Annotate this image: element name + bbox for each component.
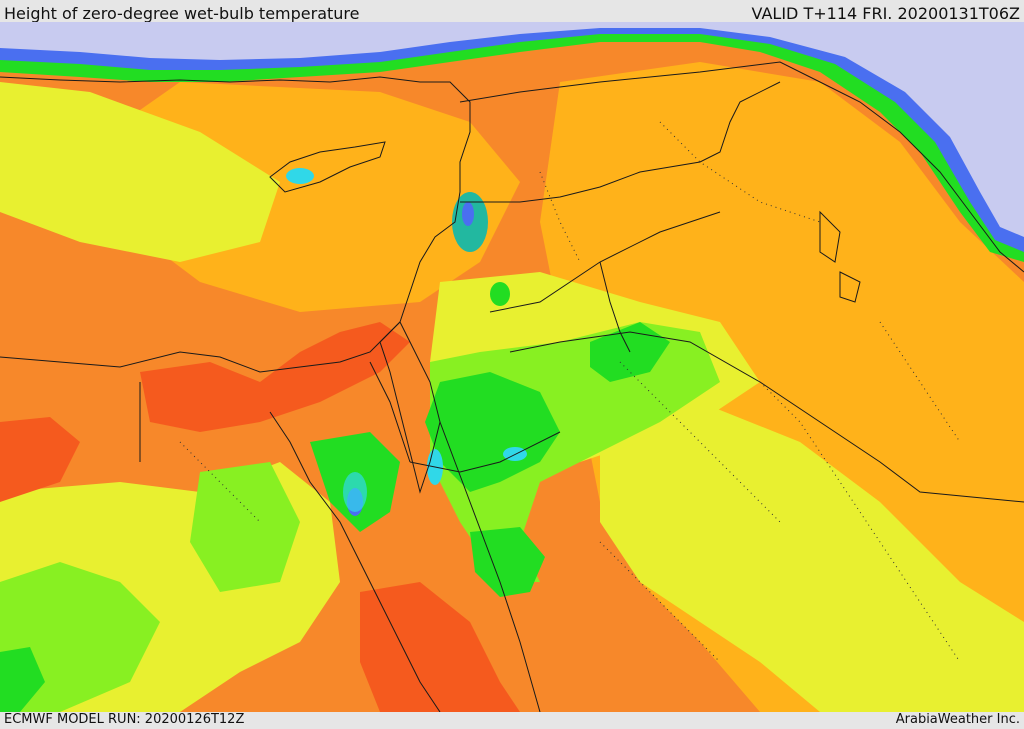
coastlines (0, 61, 1024, 712)
cyan-pocket-sinai (343, 472, 367, 512)
green-core-jordan (425, 372, 560, 492)
map-title: Height of zero-degree wet-bulb temperatu… (4, 4, 360, 23)
green-core-sw-edge (0, 647, 45, 712)
country-borders (139, 81, 1024, 503)
green-pocket-syria (490, 282, 510, 306)
redorange-area-libya (0, 417, 80, 502)
lightgreen-region-sinai-west (190, 462, 300, 592)
northern-sea-surface (0, 22, 1024, 237)
credit-label: ArabiaWeather Inc. (895, 712, 1020, 727)
redorange-area-egypt (140, 322, 410, 432)
green-core-saudi-south (470, 527, 545, 597)
model-run-label: ECMWF MODEL RUN: 20200126T12Z (4, 712, 245, 727)
green-pocket-cyprus (286, 168, 314, 184)
yellow-band-northwest (0, 82, 280, 262)
redorange-area-red-sea (360, 582, 520, 712)
header-bar: Height of zero-degree wet-bulb temperatu… (0, 0, 1024, 23)
blue-pocket-lebanon (462, 202, 474, 226)
province-boundaries (179, 121, 961, 663)
footer-bar: ECMWF MODEL RUN: 20200126T12Z ArabiaWeat… (0, 712, 1024, 729)
weather-map (0, 22, 1024, 712)
yellow-region-southeast (600, 402, 1024, 712)
valid-time-label: VALID T+114 FRI. 20200131T06Z (751, 4, 1020, 23)
